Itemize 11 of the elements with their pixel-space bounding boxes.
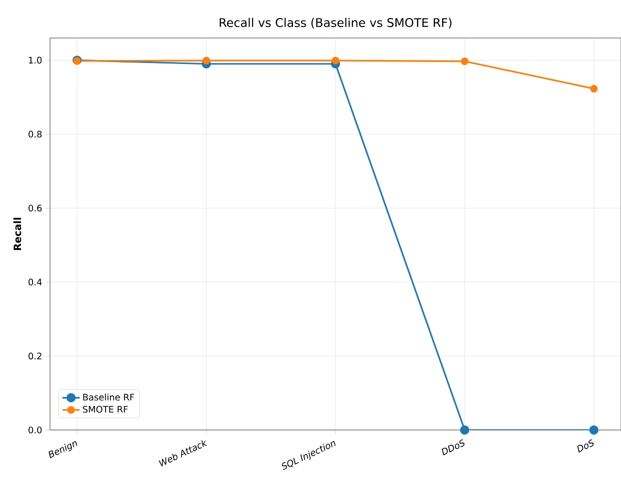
legend-label: SMOTE RF: [82, 406, 128, 413]
y-axis-title: Recall: [13, 218, 22, 250]
chart-title: Recall vs Class (Baseline vs SMOTE RF): [220, 18, 452, 28]
x-tick-label: DoS: [577, 439, 594, 453]
y-tick-label: 0.4: [28, 278, 42, 286]
y-tick-label: 0.8: [28, 130, 42, 138]
y-tick-label: 0.0: [28, 426, 42, 434]
y-tick-label: 1.0: [28, 56, 42, 64]
legend-label: Baseline RF: [83, 394, 134, 401]
y-tick-label: 0.2: [28, 352, 42, 360]
y-tick-label: 0.6: [28, 204, 42, 212]
